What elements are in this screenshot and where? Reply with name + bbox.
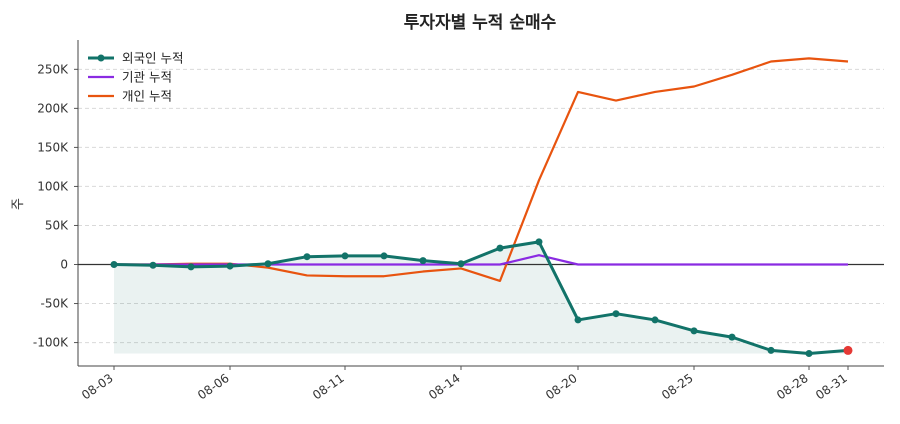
data-point-foreign (805, 350, 813, 358)
data-point-foreign (226, 262, 234, 270)
data-point-foreign (574, 316, 582, 324)
data-point-foreign (341, 252, 349, 260)
data-point-foreign (535, 238, 543, 246)
data-point-foreign (187, 263, 195, 271)
x-tick-label: 08-14 (426, 371, 463, 402)
data-point-foreign (496, 244, 504, 252)
x-tick-label: 08-25 (659, 371, 696, 402)
x-tick-label: 08-03 (79, 371, 116, 402)
data-point-foreign (457, 260, 465, 268)
y-tick-label: 200K (37, 101, 69, 115)
data-point-foreign (149, 261, 157, 269)
y-tick-label: -50K (41, 297, 70, 311)
y-tick-label: -100K (33, 336, 69, 350)
foreign-fill-area (114, 241, 848, 354)
last-point-marker (843, 345, 853, 355)
data-point-foreign (110, 261, 118, 269)
grid-layer (78, 68, 884, 344)
data-point-foreign (303, 253, 311, 261)
series-line-individual (114, 57, 849, 283)
x-tick-label: 08-31 (813, 371, 850, 402)
data-point-foreign (767, 346, 775, 354)
x-tick-label: 08-20 (543, 371, 580, 402)
data-point-foreign (264, 260, 272, 268)
x-tick-label: 08-06 (195, 371, 232, 402)
y-tick-label: 150K (37, 140, 69, 154)
data-point-foreign (651, 316, 659, 324)
chart-title: 투자자별 누적 순매수 (404, 13, 557, 33)
legend-label-institution: 기관 누적 (122, 70, 172, 85)
legend-label-foreign: 외국인 누적 (122, 51, 183, 66)
x-tick-label: 08-11 (310, 371, 347, 402)
y-tick-label: 250K (37, 62, 69, 76)
legend-label-individual: 개인 누적 (122, 89, 172, 104)
y-tick-label: 50K (45, 218, 69, 232)
data-point-foreign (380, 252, 388, 260)
x-tick-label: 08-28 (774, 371, 811, 402)
legend-marker-foreign (97, 54, 105, 62)
series-line-foreign (113, 240, 849, 356)
data-point-foreign (690, 327, 698, 335)
y-tick-label: 0 (60, 258, 68, 272)
y-tick-label: 100K (37, 179, 69, 193)
data-point-foreign (419, 257, 427, 265)
y-axis-label: 주 (11, 198, 26, 210)
fill-layer (114, 241, 848, 354)
data-point-foreign (612, 310, 620, 318)
series-layer (110, 57, 853, 358)
data-point-foreign (728, 333, 736, 341)
